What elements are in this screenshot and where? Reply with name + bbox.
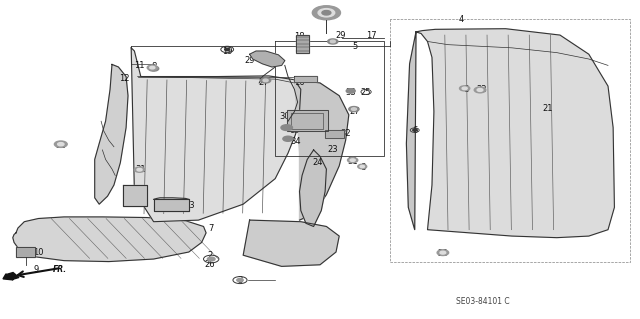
Polygon shape [416, 29, 614, 238]
Circle shape [58, 143, 64, 146]
Text: 17: 17 [366, 31, 376, 40]
Circle shape [474, 87, 486, 93]
Circle shape [260, 78, 271, 83]
Text: 20: 20 [321, 10, 332, 19]
Text: 8: 8 [463, 85, 468, 94]
Text: 18: 18 [294, 32, 305, 41]
Circle shape [137, 168, 142, 171]
Text: 16: 16 [294, 78, 305, 87]
Circle shape [358, 164, 367, 169]
Text: 29: 29 [244, 56, 255, 65]
Bar [325, 130, 344, 138]
Polygon shape [243, 220, 339, 266]
Text: 19: 19 [222, 47, 232, 56]
Text: 31: 31 [348, 157, 358, 166]
Circle shape [318, 9, 335, 17]
Polygon shape [95, 64, 128, 204]
Text: 29: 29 [336, 31, 346, 40]
Circle shape [322, 11, 331, 15]
Bar [325, 130, 344, 138]
Circle shape [263, 79, 268, 82]
Bar [287, 110, 328, 131]
Text: 28: 28 [438, 249, 448, 258]
Circle shape [54, 141, 67, 147]
Text: 6: 6 [412, 126, 417, 135]
Polygon shape [294, 76, 317, 82]
Bar [296, 35, 309, 53]
Text: 11: 11 [134, 61, 145, 70]
Text: 26: 26 [205, 260, 215, 269]
Text: 14: 14 [134, 195, 145, 204]
Circle shape [349, 107, 359, 112]
Text: 5: 5 [353, 42, 358, 51]
Circle shape [150, 66, 155, 69]
Text: 13: 13 [184, 201, 195, 210]
Bar [16, 247, 35, 257]
Circle shape [346, 89, 355, 93]
Text: 8: 8 [361, 163, 366, 172]
Circle shape [413, 129, 417, 131]
Text: 2: 2 [207, 251, 212, 260]
FancyArrow shape [3, 272, 19, 280]
Text: 30: 30 [280, 112, 290, 121]
Text: FR.: FR. [52, 265, 67, 274]
Circle shape [462, 87, 467, 90]
Text: 12: 12 [119, 74, 129, 83]
Circle shape [328, 39, 338, 44]
Circle shape [312, 6, 340, 20]
Text: 27: 27 [259, 78, 269, 87]
Bar [291, 113, 323, 129]
Text: 31: 31 [56, 141, 66, 150]
Bar [287, 110, 328, 131]
Circle shape [237, 278, 243, 282]
Circle shape [148, 66, 159, 71]
Text: 9: 9 [34, 265, 39, 274]
Text: 22: 22 [477, 85, 487, 94]
Circle shape [351, 108, 356, 110]
Circle shape [330, 40, 335, 43]
Circle shape [207, 257, 215, 261]
Text: 3: 3 [237, 276, 243, 285]
Text: 33: 33 [346, 88, 356, 97]
Circle shape [283, 136, 293, 141]
Text: 15: 15 [289, 126, 300, 135]
Text: 32: 32 [340, 130, 351, 138]
Polygon shape [250, 51, 285, 67]
Polygon shape [300, 150, 326, 226]
Text: 4: 4 [458, 15, 463, 24]
Polygon shape [13, 217, 206, 262]
Polygon shape [406, 32, 416, 230]
Polygon shape [154, 199, 189, 211]
Text: 34: 34 [291, 137, 301, 146]
Circle shape [360, 165, 365, 168]
Polygon shape [294, 80, 349, 220]
Circle shape [460, 86, 470, 91]
Polygon shape [123, 185, 147, 206]
Text: SE03-84101 C: SE03-84101 C [456, 297, 510, 306]
Text: 10: 10 [33, 248, 44, 256]
Bar [16, 247, 35, 257]
Circle shape [437, 250, 449, 256]
Polygon shape [131, 48, 301, 222]
Text: 7: 7 [209, 224, 214, 233]
Circle shape [225, 48, 230, 51]
Circle shape [477, 89, 483, 91]
Text: 8: 8 [151, 63, 156, 71]
Circle shape [281, 125, 292, 130]
Bar [296, 35, 309, 53]
Text: 24: 24 [312, 158, 323, 167]
Circle shape [350, 159, 355, 161]
Circle shape [134, 167, 145, 172]
Circle shape [147, 65, 157, 70]
Circle shape [440, 251, 445, 254]
Circle shape [348, 158, 358, 163]
Text: 27: 27 [350, 107, 360, 116]
Text: 23: 23 [328, 145, 338, 154]
Text: 21: 21 [542, 104, 552, 113]
Text: 25: 25 [361, 88, 371, 97]
Text: 31: 31 [136, 165, 146, 174]
